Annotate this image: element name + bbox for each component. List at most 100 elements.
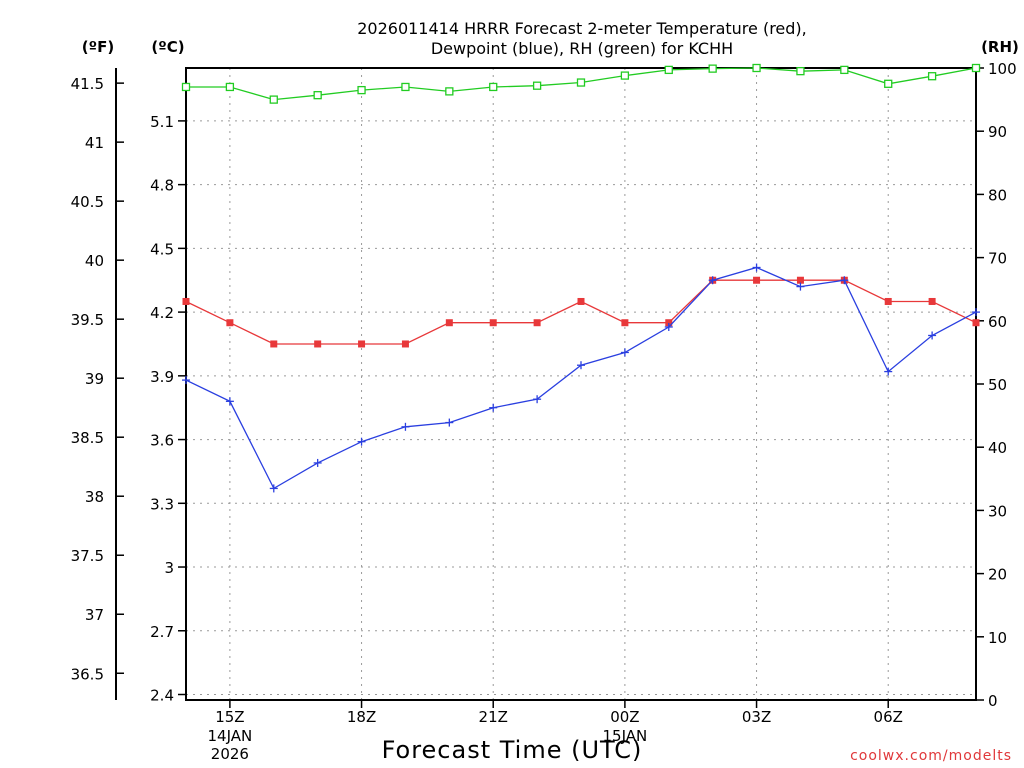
- x-tick-label: 03Z: [742, 708, 771, 726]
- x-tick-sublabel: 14JAN: [208, 727, 253, 745]
- rh-point: [489, 82, 498, 92]
- temperature-point: [182, 297, 190, 305]
- rh-point: [445, 87, 454, 96]
- rh-point: [401, 82, 410, 92]
- fahrenheit-tick-label: 39.5: [71, 311, 104, 329]
- celsius-tick-label: 2.7: [150, 623, 174, 641]
- dewpoint-point: [533, 395, 542, 404]
- temperature-point: [753, 276, 761, 284]
- rh-point: [971, 63, 981, 73]
- x-tick-sublabel: 15JAN: [603, 727, 648, 745]
- dewpoint-point: [313, 458, 322, 467]
- rh-tick-label: 40: [988, 439, 1007, 457]
- rh-point: [708, 64, 717, 73]
- fahrenheit-tick-label: 38: [85, 488, 104, 506]
- rh-point: [225, 82, 235, 92]
- dewpoint-point: [577, 361, 585, 370]
- rh-point: [269, 95, 278, 104]
- temperature-point: [577, 297, 585, 305]
- fahrenheit-tick-label: 37: [85, 606, 104, 624]
- fahrenheit-tick-label: 36.5: [71, 665, 104, 683]
- fahrenheit-tick-label: 40.5: [71, 193, 104, 211]
- temperature-point: [314, 340, 322, 348]
- rh-tick-label: 0: [988, 692, 998, 710]
- celsius-tick-label: 4.8: [150, 177, 174, 195]
- rh-point: [884, 79, 893, 88]
- fahrenheit-tick-label: 37.5: [71, 547, 104, 565]
- rh-tick-label: 20: [988, 566, 1007, 584]
- celsius-tick-label: 4.5: [150, 240, 174, 258]
- temperature-line: [185, 279, 977, 345]
- dewpoint-point: [620, 348, 629, 357]
- rh-tick-label: 70: [988, 250, 1007, 268]
- rh-point: [620, 71, 630, 80]
- x-tick-label: 06Z: [874, 708, 903, 726]
- x-tick-sublabel: 2026: [211, 745, 249, 763]
- temperature-point: [884, 297, 892, 305]
- rh-point: [181, 82, 191, 92]
- rh-point: [796, 67, 805, 76]
- celsius-tick-label: 2.4: [150, 687, 174, 705]
- temperature-point: [270, 340, 278, 348]
- dewpoint-point: [708, 276, 717, 285]
- dewpoint-point: [884, 367, 893, 376]
- dewpoint-point: [445, 418, 454, 427]
- fahrenheit-axis-unit: (ºF): [82, 38, 114, 56]
- dewpoint-point: [752, 263, 761, 272]
- fahrenheit-tick-label: 41: [85, 134, 104, 152]
- temperature-point: [972, 319, 980, 327]
- rh-point: [313, 91, 322, 100]
- rh-point: [357, 85, 366, 95]
- dewpoint-point: [840, 276, 849, 285]
- dewpoint-point: [357, 437, 366, 446]
- chart-title-line-2: Dewpoint (blue), RH (green) for KCHH: [431, 39, 733, 58]
- fahrenheit-tick-label: 38.5: [71, 429, 104, 447]
- celsius-tick-label: 3: [164, 559, 174, 577]
- rh-tick-label: 30: [988, 502, 1007, 520]
- chart-title-line-1: 2026011414 HRRR Forecast 2-meter Tempera…: [357, 19, 807, 38]
- temperature-point: [489, 319, 497, 327]
- x-tick-label: 21Z: [479, 708, 508, 726]
- grid-lines: [186, 68, 976, 700]
- rh-tick-label: 10: [988, 629, 1007, 647]
- rh-point: [664, 65, 673, 75]
- rh-tick-label: 50: [988, 376, 1007, 394]
- temperature-point: [796, 276, 804, 284]
- rh-tick-label: 60: [988, 313, 1007, 331]
- x-axis-label: Forecast Time (UTC): [382, 736, 643, 764]
- x-tick-label: 18Z: [347, 708, 376, 726]
- credit-text[interactable]: coolwx.com/modelts: [850, 748, 1012, 764]
- x-tick-label: 15Z: [215, 708, 244, 726]
- dewpoint-point: [489, 403, 498, 412]
- fahrenheit-tick-label: 39: [85, 370, 104, 388]
- rh-point: [927, 72, 937, 81]
- dewpoint-point: [928, 331, 937, 340]
- plot-frame: [185, 67, 977, 701]
- rh-point: [752, 63, 761, 73]
- dewpoint-point: [664, 322, 673, 331]
- fahrenheit-tick-label: 41.5: [71, 75, 104, 93]
- rh-point: [840, 65, 849, 75]
- rh-point: [576, 78, 586, 87]
- celsius-axis-unit: (ºC): [151, 38, 184, 56]
- temperature-point: [358, 340, 366, 348]
- temperature-point: [533, 319, 541, 327]
- celsius-tick-label: 4.2: [150, 304, 174, 322]
- axes: [115, 67, 984, 708]
- celsius-tick-label: 3.9: [150, 368, 174, 386]
- temperature-point: [928, 297, 936, 305]
- series-layer: [181, 63, 981, 493]
- celsius-tick-label: 3.6: [150, 432, 174, 450]
- dewpoint-point: [796, 282, 805, 291]
- rh-tick-label: 90: [988, 123, 1007, 141]
- dewpoint-point: [182, 376, 190, 385]
- temperature-point: [401, 340, 409, 348]
- dewpoint-point: [401, 422, 410, 431]
- fahrenheit-tick-label: 40: [85, 252, 104, 270]
- dewpoint-point: [269, 484, 278, 493]
- dewpoint-point: [225, 397, 234, 406]
- rh-tick-label: 100: [988, 60, 1017, 78]
- dewpoint-point: [972, 308, 980, 317]
